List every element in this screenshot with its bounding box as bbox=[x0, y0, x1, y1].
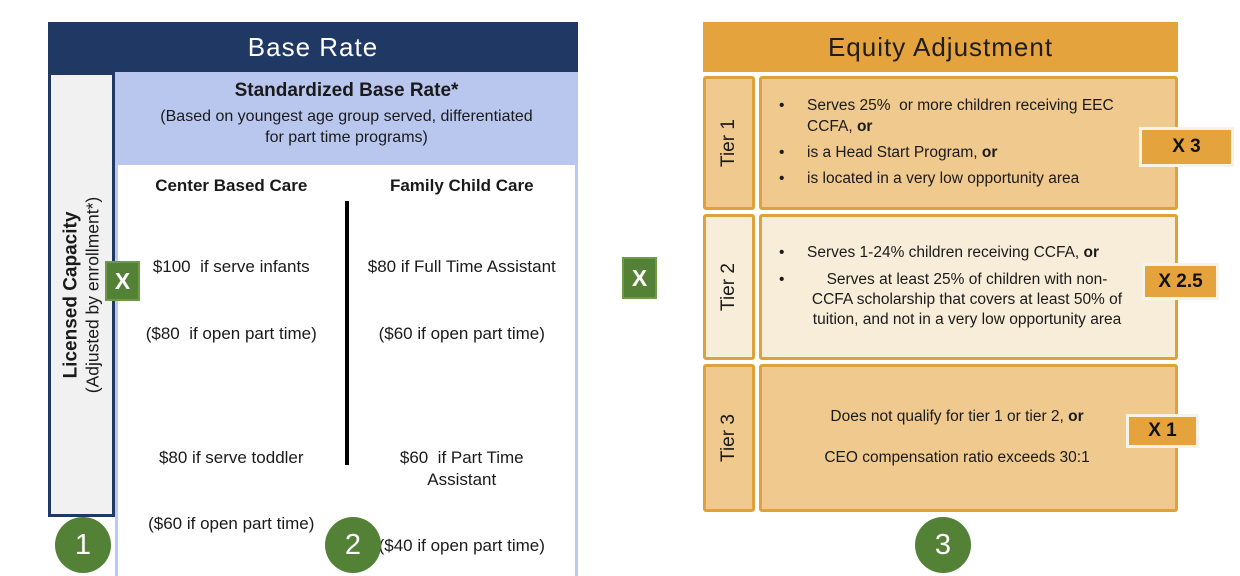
tier-3-criteria: Does not qualify for tier 1 or tier 2, o… bbox=[759, 364, 1178, 512]
standardized-base-rate-subtitle: (Based on youngest age group served, dif… bbox=[160, 108, 533, 147]
tier-2-label: Tier 2 bbox=[718, 263, 739, 311]
tier-3-label: Tier 3 bbox=[718, 414, 739, 462]
bullet-icon: • bbox=[779, 97, 785, 115]
tier-1-criteria: • Serves 25% or more children receiving … bbox=[759, 76, 1178, 210]
criteria-bold: or bbox=[981, 144, 998, 161]
criteria-bullet: • is a Head Start Program, or bbox=[774, 143, 1127, 163]
licensed-capacity-title: Licensed Capacity bbox=[60, 211, 81, 378]
step-3-circle: 3 bbox=[915, 517, 971, 573]
rate-item: $100 if serve infants ($80 if open part … bbox=[118, 212, 345, 389]
standardized-base-rate-title: Standardized Base Rate* bbox=[234, 80, 459, 101]
licensed-capacity-label: Licensed Capacity (Adjusted by enrollmen… bbox=[60, 196, 103, 392]
bullet-icon: • bbox=[779, 270, 785, 288]
rate-line: ($40 if open part time) bbox=[378, 536, 545, 556]
criteria-bullet: • is located in a very low opportunity a… bbox=[774, 169, 1127, 189]
tier-1-label-cell: Tier 1 bbox=[703, 76, 755, 210]
criteria-text-block: Does not qualify for tier 1 or tier 2, o… bbox=[774, 387, 1127, 489]
licensed-capacity-subtitle: (Adjusted by enrollment*) bbox=[82, 196, 102, 393]
step-2-circle: 2 bbox=[325, 517, 381, 573]
column-divider-line bbox=[344, 201, 349, 465]
equity-adjustment-title: Equity Adjustment bbox=[703, 22, 1178, 72]
rate-item: $60 if Part Time Assistant ($40 if open … bbox=[349, 403, 576, 576]
tier-2-row: Tier 2 • Serves 1-24% children receiving… bbox=[703, 214, 1178, 360]
rate-line: $100 if serve infants bbox=[152, 257, 310, 277]
criteria-text: is a Head Start Program, bbox=[807, 144, 982, 161]
center-based-care-column: Center Based Care $100 if serve infants … bbox=[118, 165, 345, 576]
criteria-bold: or bbox=[856, 117, 873, 135]
tier-2-multiplier-badge: X 2.5 bbox=[1142, 263, 1219, 300]
tier-2-label-cell: Tier 2 bbox=[703, 214, 755, 360]
tier-3-label-cell: Tier 3 bbox=[703, 364, 755, 512]
licensed-capacity-cell: Licensed Capacity (Adjusted by enrollmen… bbox=[48, 72, 115, 517]
center-based-care-header: Center Based Care bbox=[155, 176, 308, 195]
base-rate-panel: Base Rate Licensed Capacity (Adjusted by… bbox=[48, 22, 578, 576]
criteria-bold: or bbox=[1083, 244, 1100, 262]
family-child-care-column: Family Child Care $80 if Full Time Assis… bbox=[349, 165, 576, 576]
bullet-icon: • bbox=[779, 244, 785, 262]
bullet-icon: • bbox=[779, 170, 785, 188]
rate-item: $80 if serve toddler ($60 if open part t… bbox=[118, 403, 345, 576]
criteria-bullet: • Serves 25% or more children receiving … bbox=[774, 96, 1127, 137]
step-1-circle: 1 bbox=[55, 517, 111, 573]
tier-2-criteria: • Serves 1-24% children receiving CCFA, … bbox=[759, 214, 1178, 360]
criteria-text: Does not qualify for tier 1 or tier 2, bbox=[830, 408, 1069, 426]
family-child-care-header: Family Child Care bbox=[389, 176, 534, 195]
standardized-base-rate-band: Standardized Base Rate* (Based on younge… bbox=[115, 72, 578, 165]
rate-line: $80 if serve toddler bbox=[158, 448, 304, 468]
tier-1-row: Tier 1 • Serves 25% or more children rec… bbox=[703, 76, 1178, 210]
tier-3-multiplier-badge: X 1 bbox=[1126, 414, 1199, 448]
criteria-text: is located in a very low opportunity are… bbox=[807, 170, 1080, 188]
rate-line: $60 if Part Time Assistant bbox=[399, 448, 524, 490]
rate-line: $80 if Full Time Assistant bbox=[367, 257, 556, 277]
base-rate-title: Base Rate bbox=[48, 22, 578, 72]
rate-line: ($60 if open part time) bbox=[148, 514, 315, 534]
criteria-text: Serves at least 25% of children with non… bbox=[811, 270, 1127, 329]
criteria-bullet: • Serves 1-24% children receiving CCFA, … bbox=[774, 243, 1127, 263]
criteria-text: Serves 1-24% children receiving CCFA, bbox=[807, 244, 1084, 262]
criteria-bullet: • Serves at least 25% of children with n… bbox=[774, 270, 1127, 331]
base-rate-content: Standardized Base Rate* (Based on younge… bbox=[115, 72, 578, 576]
rate-columns-area: Center Based Care $100 if serve infants … bbox=[115, 165, 578, 576]
tier-1-multiplier-badge: X 3 bbox=[1139, 127, 1234, 167]
multiply-operator-icon: X bbox=[622, 257, 657, 299]
multiply-operator-icon: X bbox=[105, 261, 140, 301]
criteria-bold: or bbox=[1068, 408, 1084, 426]
base-rate-body: Licensed Capacity (Adjusted by enrollmen… bbox=[48, 72, 578, 576]
rate-line: ($80 if open part time) bbox=[145, 323, 317, 343]
tier-3-row: Tier 3 Does not qualify for tier 1 or ti… bbox=[703, 364, 1178, 512]
criteria-text: Serves 25% or more children receiving EE… bbox=[807, 97, 1118, 135]
rate-line: ($60 if open part time) bbox=[378, 323, 545, 343]
criteria-text: CEO compensation ratio exceeds 30:1 bbox=[824, 449, 1090, 467]
equity-adjustment-panel: Equity Adjustment Tier 1 • Serves 25% or… bbox=[703, 22, 1178, 512]
tier-1-label: Tier 1 bbox=[718, 119, 739, 167]
rate-item: $80 if Full Time Assistant ($60 if open … bbox=[349, 212, 576, 389]
bullet-icon: • bbox=[779, 144, 785, 161]
